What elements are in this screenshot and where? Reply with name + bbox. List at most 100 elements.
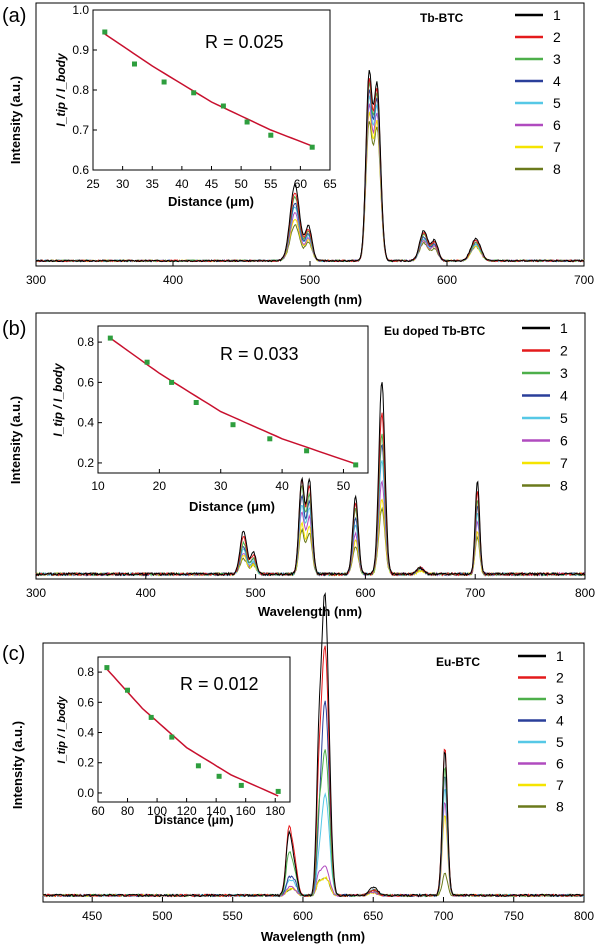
panel-c-y-axis-label: Intensity (a.u.) — [10, 721, 25, 809]
panel-c-x-tick-label: 650 — [363, 909, 383, 923]
panel-a-inset-x-tick-label: 35 — [146, 177, 160, 191]
panel-c-legend-label-2: 2 — [556, 670, 564, 686]
panel-a-spectra — [35, 69, 585, 263]
panel-c-inset-y-tick-label: 0.0 — [77, 786, 94, 800]
panel-a-x-ticks: 300 400 500 600 700 — [26, 261, 594, 287]
panel-a-inset-x-tick-label: 60 — [294, 177, 308, 191]
panel-c-inset-x-tick-label: 160 — [236, 804, 256, 818]
panel-b-inset-y-axis-label: I_tip / I_body — [51, 362, 65, 437]
panel-c-legend: 1 2 3 4 5 6 7 8 — [518, 648, 564, 815]
panel-a-legend: 1 2 3 4 5 6 7 8 — [515, 7, 561, 177]
panel-c-legend-label-1: 1 — [556, 648, 564, 664]
panel-b-x-tick-label: 800 — [575, 586, 595, 600]
panel-a-legend-label-7: 7 — [553, 139, 561, 155]
panel-c-inset-x-axis-label: Distance (μm) — [154, 813, 233, 827]
panel-c-x-tick-label: 750 — [504, 909, 524, 923]
panel-a-inset-y-tick-label: 0.7 — [72, 123, 89, 137]
panel-a-inset-y-tick-label: 1.0 — [72, 3, 89, 17]
panel-a-inset-ticks: 25 30 35 40 45 50 55 60 65 0.6 0.7 0.8 0.9 1.0 — [72, 3, 337, 191]
panel-a-inset-data-point — [309, 144, 315, 150]
panel-c-x-tick-label: 800 — [574, 909, 594, 923]
panel-c-x-tick-label: 600 — [293, 909, 313, 923]
panel-c-x-tick-label: 500 — [152, 909, 172, 923]
panel-b-inset-data-point — [353, 462, 359, 468]
panel-a-inset-y-tick-label: 0.9 — [72, 43, 89, 57]
panel-c-inset-annotation: R = 0.012 — [180, 674, 259, 694]
panel-b-inset-points — [107, 335, 359, 468]
panel-a-inset-data-point — [220, 103, 226, 109]
panel-b-inset-y-tick-label: 0.4 — [77, 416, 94, 430]
panel-a-inset-data-point — [161, 79, 167, 85]
panel-b-x-axis-label: Wavelength (nm) — [258, 604, 362, 619]
panel-b-inset-ticks: 10 20 30 40 50 0.2 0.4 0.6 0.8 — [77, 335, 350, 493]
panel-c-inset-y-tick-label: 0.8 — [77, 665, 94, 679]
panel-c-inset-x-tick-label: 80 — [121, 804, 135, 818]
panel-c-inset-data-point — [104, 665, 110, 671]
panel-c-inset-data-point — [148, 714, 154, 720]
panel-b-inset-data-point — [230, 422, 236, 428]
panel-b-inset-frame — [97, 325, 369, 474]
panel-a-title: Tb-BTC — [420, 11, 464, 25]
panel-b-legend-label-7: 7 — [560, 455, 568, 471]
panel-b-legend: 1 2 3 4 5 6 7 8 — [522, 320, 568, 494]
panel-a-x-axis-label: Wavelength (nm) — [258, 292, 362, 307]
panel-b-x-tick-label: 600 — [355, 586, 375, 600]
panel-a-inset-x-tick-label: 65 — [323, 177, 337, 191]
panel-a-inset-x-tick-label: 30 — [116, 177, 130, 191]
panel-a-inset-data-point — [102, 29, 108, 35]
panel-c-title: Eu-BTC — [436, 655, 480, 669]
panel-c-inset-y-tick-label: 0.6 — [77, 695, 94, 709]
panel-a-x-tick-label: 600 — [437, 273, 457, 287]
panel-b-inset-y-tick-label: 0.8 — [77, 335, 94, 349]
panel-b-inset-data-point — [169, 379, 175, 385]
panel-c-legend-label-7: 7 — [556, 777, 564, 793]
panel-c-inset-x-tick-label: 100 — [147, 804, 167, 818]
panel-a-inset-data-point — [191, 90, 197, 96]
panel-b-inset: 10 20 30 40 50 0.2 0.4 0.6 0.8 R = 0.033 Distanc… — [51, 325, 369, 514]
panel-c-legend-label-6: 6 — [556, 756, 564, 772]
panel-c-inset-data-point — [238, 782, 244, 788]
panel-a-y-axis-label: Intensity (a.u.) — [8, 76, 23, 164]
panel-c-x-ticks: 450 500 550 600 650 700 750 800 — [82, 897, 594, 923]
panel-b-x-tick-label: 400 — [136, 586, 156, 600]
panel-b-inset-y-tick-label: 0.6 — [77, 375, 94, 389]
panel-a-inset-points — [102, 29, 315, 150]
panel-a-legend-label-2: 2 — [553, 29, 561, 45]
panel-c-inset-x-tick-label: 120 — [177, 804, 197, 818]
panel-a-inset-y-tick-label: 0.6 — [72, 163, 89, 177]
panel-a-inset: 25 30 35 40 45 50 55 60 65 0.6 0.7 0.8 0.9 1.0 R = 0.… — [54, 3, 337, 209]
panel-a-inset-data-point — [244, 119, 250, 125]
panel-b-title: Eu doped Tb-BTC — [384, 324, 486, 338]
panel-b-x-tick-label: 500 — [246, 586, 266, 600]
panel-a-legend-label-6: 6 — [553, 117, 561, 133]
panel-c-inset-y-axis-label: I_tip / I_body — [56, 696, 68, 764]
panel-b-inset-annotation: R = 0.033 — [220, 344, 299, 364]
panel-a-inset-x-tick-label: 50 — [234, 177, 248, 191]
panel-b-legend-label-6: 6 — [560, 433, 568, 449]
panel-a-legend-label-1: 1 — [553, 7, 561, 23]
panel-c-inset-y-tick-label: 0.2 — [77, 756, 94, 770]
panel-c-inset-x-tick-label: 140 — [206, 804, 226, 818]
panel-a: (a) 300 400 500 600 700 Wavelength (nm) Inte… — [2, 2, 594, 307]
panel-c-inset-x-tick-label: 180 — [265, 804, 285, 818]
panel-a-x-tick-label: 500 — [300, 273, 320, 287]
panel-b-inset-x-axis-label: Distance (μm) — [189, 499, 275, 514]
panel-b-inset-y-tick-label: 0.2 — [77, 456, 94, 470]
panel-c-legend-label-8: 8 — [556, 799, 564, 815]
panel-c-inset-data-point — [216, 773, 222, 779]
panel-b-spectra — [35, 382, 586, 577]
panel-c-plot-frame — [42, 642, 585, 903]
panel-a-inset-fit-line — [104, 33, 313, 147]
panel-c-legend-label-5: 5 — [556, 734, 564, 750]
panel-a-inset-data-point — [268, 132, 274, 138]
panel-a-inset-y-tick-label: 0.8 — [72, 83, 89, 97]
panel-b-inset-data-point — [193, 400, 199, 405]
panel-c-legend-label-3: 3 — [556, 691, 564, 707]
panel-c-inset: 60 80 100 120 140 160 180 0.0 0.2 0.4 0.6 0.8 R = 0… — [56, 656, 291, 827]
panel-c-x-tick-label: 550 — [223, 909, 243, 923]
panel-c-inset-data-point — [125, 687, 130, 693]
panel-b-inset-data-point — [144, 359, 150, 365]
panel-c-x-tick-label: 700 — [433, 909, 453, 923]
panel-b-inset-fit-line — [109, 337, 356, 465]
